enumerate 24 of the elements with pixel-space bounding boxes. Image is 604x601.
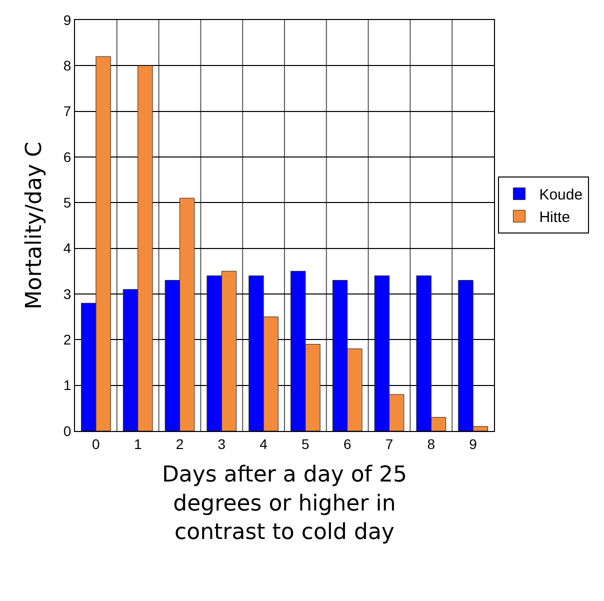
- x-tick-label: 0: [92, 436, 100, 452]
- legend-label: Hitte: [539, 209, 570, 226]
- y-tick-label: 6: [63, 148, 72, 165]
- x-tick-label: 5: [302, 436, 310, 452]
- y-tick-label: 9: [63, 12, 72, 28]
- x-tick-label: 8: [427, 436, 436, 452]
- y-tick-label: 1: [63, 377, 72, 394]
- y-tick-label: 8: [63, 58, 72, 74]
- x-tick-label: 1: [134, 436, 142, 452]
- x-axis-title: Days after a day of 25 degrees or higher in contrast to cold day: [162, 462, 408, 545]
- x-tick-label: 3: [218, 436, 226, 452]
- x-tick-label: 2: [176, 436, 184, 452]
- legend-label: Koude: [539, 186, 583, 204]
- y-tick-label: 2: [63, 332, 72, 348]
- y-tick-label: 4: [63, 240, 72, 256]
- y-tick-label: 0: [63, 422, 72, 439]
- y-tick-label: 3: [63, 286, 72, 302]
- x-tick-label: 6: [343, 436, 352, 452]
- y-tick-label: 7: [63, 103, 72, 120]
- x-tick-label: 9: [469, 436, 478, 452]
- x-tick-label: 4: [260, 436, 268, 452]
- y-tick-label: 5: [63, 194, 72, 211]
- x-tick-label: 7: [385, 436, 394, 452]
- y-axis-title: Mortality/day C: [22, 142, 48, 310]
